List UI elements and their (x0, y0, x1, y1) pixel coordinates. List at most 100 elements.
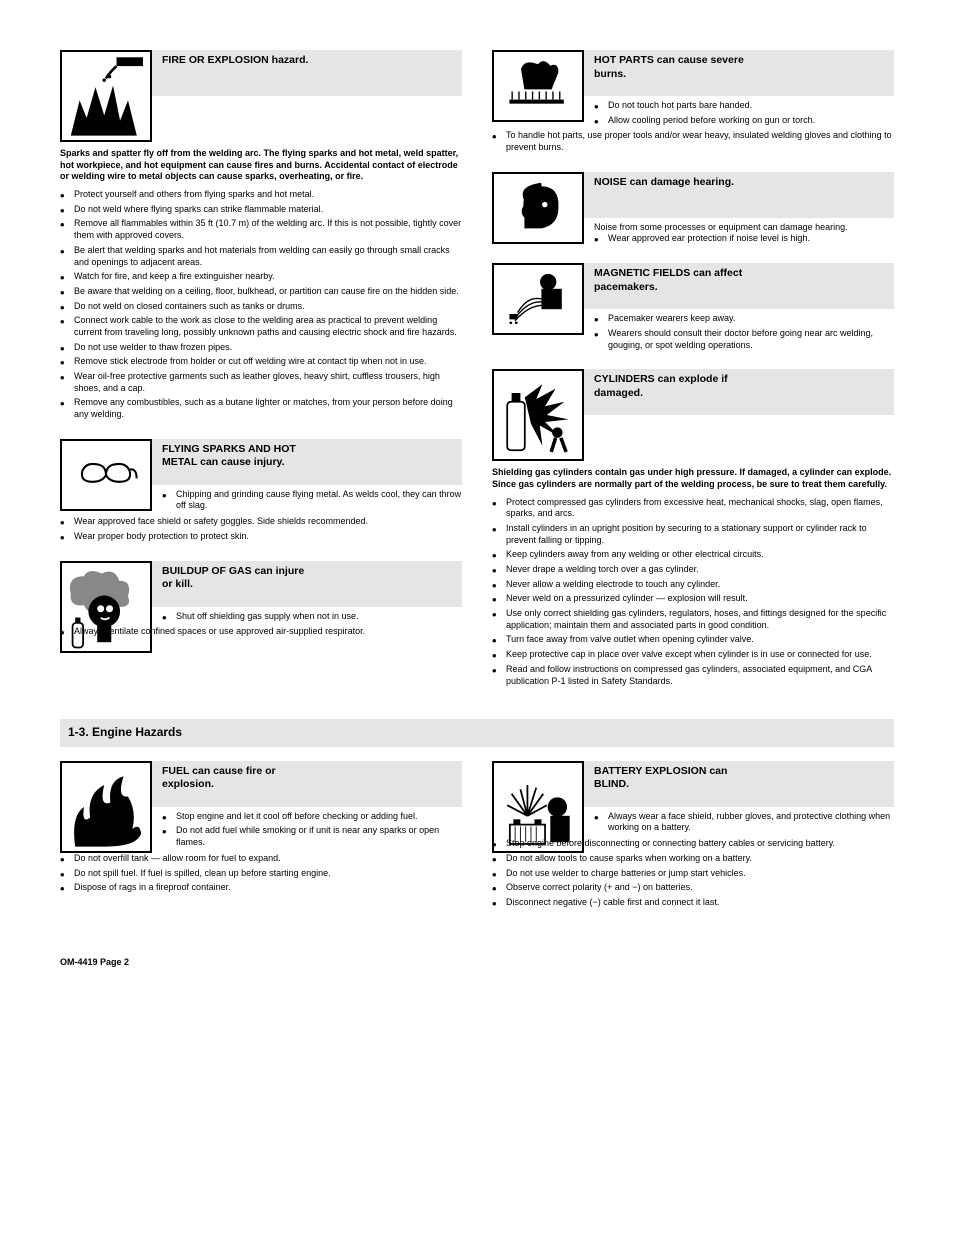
hazard-title: CYLINDERS can explode if damaged. (594, 373, 728, 400)
list-item: Stop engine and let it cool off before c… (162, 811, 462, 823)
hazard-title: FUEL can cause fire or explosion. (162, 765, 276, 792)
title-line: explosion. (162, 778, 214, 790)
hazard-title: BATTERY EXPLOSION can BLIND. (594, 765, 727, 792)
hazard-body: Shielding gas cylinders contain gas unde… (492, 467, 894, 687)
list-item: Stop engine before disconnecting or conn… (492, 838, 894, 850)
list-item: Wear approved face shield or safety gogg… (60, 516, 462, 528)
cylinder-explode-icon (492, 369, 584, 461)
list-item: Wear oil-free protective garments such a… (60, 371, 462, 394)
list-item: Install cylinders in an upright position… (492, 523, 894, 546)
hazard-body: Noise from some processes or equipment c… (594, 222, 894, 245)
list-item: Read and follow instructions on compress… (492, 664, 894, 687)
hazard-list: Always wear a face shield, rubber gloves… (594, 811, 894, 834)
hazard-header: HOT PARTS can cause severe burns. (492, 50, 894, 96)
hazard-list: Chipping and grinding cause flying metal… (162, 489, 462, 512)
title-line: BUILDUP OF GAS can injure (162, 565, 304, 577)
hazard-header: BATTERY EXPLOSION can BLIND. (492, 761, 894, 807)
explosion-icon (60, 50, 152, 142)
list-item: Use only correct shielding gas cylinders… (492, 608, 894, 631)
list-item: Be alert that welding sparks and hot mat… (60, 245, 462, 268)
list-item: Shut off shielding gas supply when not i… (162, 611, 462, 623)
hazard-list: Wear approved ear protection if noise le… (594, 233, 894, 245)
hazard-list-cont: Always ventilate confined spaces or use … (60, 626, 462, 638)
goggles-icon (60, 439, 152, 511)
list-item: Observe correct polarity (+ and −) on ba… (492, 882, 894, 894)
list-item: Never allow a welding electrode to touch… (492, 579, 894, 591)
hazard-list: Protect compressed gas cylinders from ex… (492, 497, 894, 688)
list-item: Do not touch hot parts bare handed. (594, 100, 894, 112)
list-item: Do not spill fuel. If fuel is spilled, c… (60, 868, 462, 880)
list-item: Watch for fire, and keep a fire extingui… (60, 271, 462, 283)
hazard-header: FLYING SPARKS AND HOT METAL can cause in… (60, 439, 462, 485)
title-line: HOT PARTS can cause severe (594, 54, 744, 66)
list-item: Keep cylinders away from any welding or … (492, 549, 894, 561)
hazard-list-cont: Stop engine before disconnecting or conn… (492, 838, 894, 908)
list-item: Wear proper body protection to protect s… (60, 531, 462, 543)
list-item: Wear approved ear protection if noise le… (594, 233, 894, 245)
hazard-header: NOISE can damage hearing. (492, 172, 894, 218)
list-item: Chipping and grinding cause flying metal… (162, 489, 462, 512)
hazard-lead: Shielding gas cylinders contain gas unde… (492, 467, 894, 490)
hazard-flying-sparks: FLYING SPARKS AND HOT METAL can cause in… (60, 439, 462, 543)
welding-hazards: FIRE OR EXPLOSION hazard. Sparks and spa… (60, 50, 894, 705)
list-item: Never weld on a pressurized cylinder — e… (492, 593, 894, 605)
magnetic-field-icon (492, 263, 584, 335)
hazard-list: Do not touch hot parts bare handed. Allo… (594, 100, 894, 126)
list-item: Disconnect negative (−) cable first and … (492, 897, 894, 909)
hazard-header: BUILDUP OF GAS can injure or kill. (60, 561, 462, 607)
list-item: Do not weld on closed containers such as… (60, 301, 462, 313)
list-item: Connect work cable to the work as close … (60, 315, 462, 338)
list-item: Turn face away from valve outlet when op… (492, 634, 894, 646)
title-line: BATTERY EXPLOSION can (594, 765, 727, 777)
engine-hazards: FUEL can cause fire or explosion. Stop e… (60, 761, 894, 927)
list-item: Always wear a face shield, rubber gloves… (594, 811, 894, 834)
hazard-lead: Sparks and spatter fly off from the weld… (60, 148, 462, 183)
hazard-body: Sparks and spatter fly off from the weld… (60, 148, 462, 421)
hazard-magnetic: MAGNETIC FIELDS can affect pacemakers. P… (492, 263, 894, 351)
hazard-body: Chipping and grinding cause flying metal… (162, 489, 462, 512)
hazard-title: NOISE can damage hearing. (594, 176, 734, 190)
list-item: Remove all flammables within 35 ft (10.7… (60, 218, 462, 241)
hazard-list: Stop engine and let it cool off before c… (162, 811, 462, 849)
list-item: Always ventilate confined spaces or use … (60, 626, 462, 638)
hazard-gas-buildup: BUILDUP OF GAS can injure or kill. Shut … (60, 561, 462, 638)
hazard-body: Do not touch hot parts bare handed. Allo… (594, 100, 894, 126)
hazard-header: FIRE OR EXPLOSION hazard. (60, 50, 462, 96)
hazard-fuel: FUEL can cause fire or explosion. Stop e… (60, 761, 462, 894)
title-line: FLYING SPARKS AND HOT (162, 443, 296, 455)
hazard-hot-parts: HOT PARTS can cause severe burns. Do not… (492, 50, 894, 154)
hazard-list-cont: Do not overfill tank — allow room for fu… (60, 853, 462, 894)
title-line: pacemakers. (594, 281, 658, 293)
section-engine-hazards: 1-3. Engine Hazards (60, 719, 894, 747)
hazard-body: Always wear a face shield, rubber gloves… (594, 811, 894, 834)
hazard-title: BUILDUP OF GAS can injure or kill. (162, 565, 304, 592)
title-line: CYLINDERS can explode if (594, 373, 728, 385)
hazard-noise: NOISE can damage hearing. Noise from som… (492, 172, 894, 245)
list-item: Be aware that welding on a ceiling, floo… (60, 286, 462, 298)
right-column: HOT PARTS can cause severe burns. Do not… (492, 50, 894, 705)
hazard-list-cont: Wear approved face shield or safety gogg… (60, 516, 462, 542)
hazard-battery: BATTERY EXPLOSION can BLIND. Always wear… (492, 761, 894, 909)
list-item: Dispose of rags in a fireproof container… (60, 882, 462, 894)
list-item: To handle hot parts, use proper tools an… (492, 130, 894, 153)
hazard-header: CYLINDERS can explode if damaged. (492, 369, 894, 415)
hazard-fire-explosion: FIRE OR EXPLOSION hazard. Sparks and spa… (60, 50, 462, 421)
list-item: Do not use welder to thaw frozen pipes. (60, 342, 462, 354)
page-footer: OM-4419 Page 2 (60, 957, 894, 969)
list-item: Do not overfill tank — allow room for fu… (60, 853, 462, 865)
hazard-list-cont: To handle hot parts, use proper tools an… (492, 130, 894, 153)
hot-hand-icon (492, 50, 584, 122)
list-item: Do not add fuel while smoking or if unit… (162, 825, 462, 848)
list-item: Remove any combustibles, such as a butan… (60, 397, 462, 420)
hazard-body: Pacemaker wearers keep away. Wearers sho… (594, 313, 894, 351)
list-item: Allow cooling period before working on g… (594, 115, 894, 127)
title-line: METAL can cause injury. (162, 456, 285, 468)
hazard-body: Stop engine and let it cool off before c… (162, 811, 462, 849)
engine-right-column: BATTERY EXPLOSION can BLIND. Always wear… (492, 761, 894, 927)
list-item: Never drape a welding torch over a gas c… (492, 564, 894, 576)
hazard-title: MAGNETIC FIELDS can affect pacemakers. (594, 267, 742, 294)
list-item: Protect compressed gas cylinders from ex… (492, 497, 894, 520)
hazard-body: Shut off shielding gas supply when not i… (162, 611, 462, 623)
title-line: or kill. (162, 578, 193, 590)
hazard-cylinders: CYLINDERS can explode if damaged. Shield… (492, 369, 894, 687)
